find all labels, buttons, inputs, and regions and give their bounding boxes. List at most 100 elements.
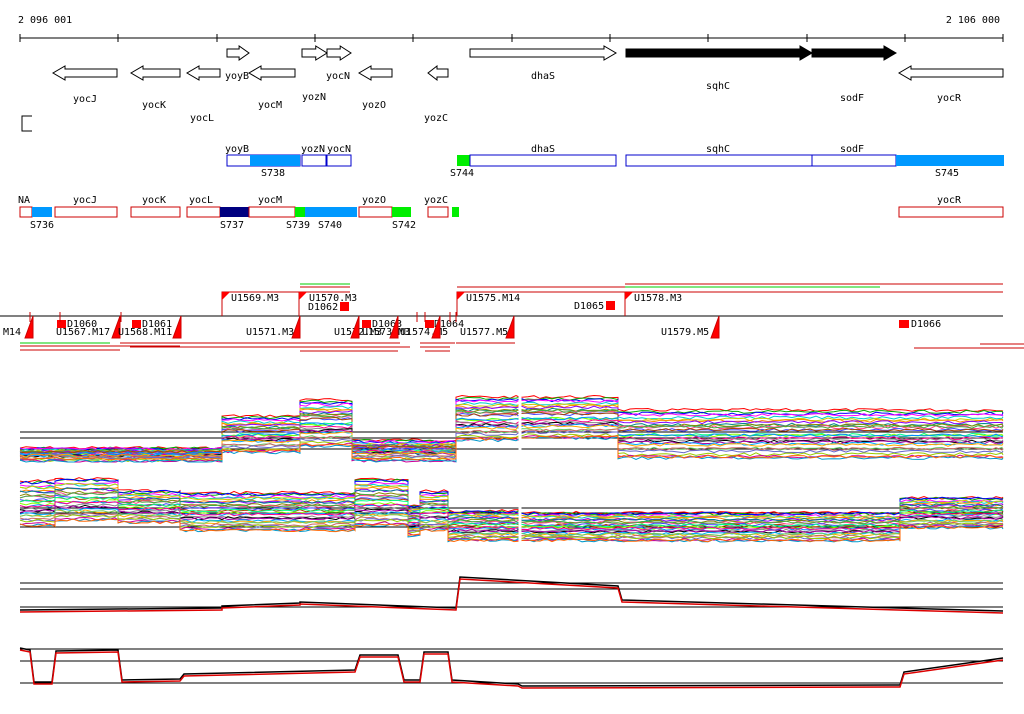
segment-fill-S736[interactable] xyxy=(32,207,52,217)
feature-flag-U1567.M17[interactable] xyxy=(111,315,121,339)
feature-D1060[interactable] xyxy=(57,320,66,328)
segment-fill-S745[interactable] xyxy=(896,155,1004,166)
segment-label-yoyB: yoyB xyxy=(225,144,249,155)
segment-fill-S739[interactable] xyxy=(295,207,305,217)
feature-D1066[interactable] xyxy=(899,320,909,328)
gene-arrow-yocN[interactable] xyxy=(326,45,352,61)
gene-label-yoyB: yoyB xyxy=(225,71,249,82)
segment-label-yocL: yocL xyxy=(189,195,213,206)
site-label-S739: S739 xyxy=(286,220,310,231)
expression-profile-line xyxy=(19,478,1004,516)
feature-label-M14: M14 xyxy=(3,327,21,338)
feature-flag-U1568.M11[interactable] xyxy=(172,315,182,339)
coordinate-ruler: 2 096 001 2 106 000 xyxy=(18,15,1004,42)
feature-label-U1570.M3: U1570.M3 xyxy=(309,293,357,304)
gene-label-yocN: yocN xyxy=(326,71,350,82)
segment-yocJ[interactable] xyxy=(54,206,118,218)
segment-yozC[interactable] xyxy=(427,206,449,218)
gene-arrow-yocR[interactable] xyxy=(898,65,1004,81)
feature-D1065[interactable] xyxy=(606,301,615,310)
feature-label-U1579.M5: U1579.M5 xyxy=(661,327,709,338)
feature-D1061[interactable] xyxy=(132,320,141,328)
gene-arrow-yocL[interactable] xyxy=(186,65,221,81)
feature-U1569.M3[interactable] xyxy=(221,291,300,316)
feature-label-D1064: D1064 xyxy=(434,319,464,330)
summary-line-red xyxy=(19,649,1004,689)
gene-arrow-yocK[interactable] xyxy=(130,65,181,81)
feature-flag-U1579.M5[interactable] xyxy=(710,315,720,339)
summary-line-red xyxy=(19,578,1004,614)
segment-NA[interactable] xyxy=(19,206,33,218)
feature-label-U1573.M3: U1573.M3 xyxy=(362,327,410,338)
segment-yocK[interactable] xyxy=(130,206,181,218)
gene-track: yocJ yocK yocL yoyB yocM yozN yocN yozO … xyxy=(21,45,1004,132)
segment-dhaS[interactable] xyxy=(469,154,617,167)
segment-yocR[interactable] xyxy=(898,206,1004,218)
site-label-S745: S745 xyxy=(935,168,959,179)
gene-arrow-yozN[interactable] xyxy=(301,45,328,61)
feature-label-D1060: D1060 xyxy=(67,319,97,330)
site-label-S738: S738 xyxy=(261,168,285,179)
segment-fill-green-small[interactable] xyxy=(452,207,459,217)
expression-profile-line xyxy=(19,505,1004,534)
feature-D1062[interactable] xyxy=(340,302,349,311)
gene-arrow-yozC[interactable] xyxy=(427,64,449,82)
segment-sqhC[interactable] xyxy=(625,154,813,167)
segment-label-dhaS: dhaS xyxy=(531,144,555,155)
segment-yozN[interactable] xyxy=(301,154,327,167)
gene-arrow-yoyB[interactable] xyxy=(226,45,250,61)
site-label-S740: S740 xyxy=(318,220,342,231)
segment-label-yozO: yozO xyxy=(362,195,386,206)
expression-profile-line xyxy=(19,513,1004,540)
feature-track: U1569.M3 U1570.M3 D1062 U1575.M14 D1065 … xyxy=(0,283,1024,352)
segment-label-NA: NA xyxy=(18,195,30,206)
gene-label-yocJ: yocJ xyxy=(73,94,97,105)
gene-label-yozN: yozN xyxy=(302,92,326,103)
end-coordinate: 2 106 000 xyxy=(946,15,1000,26)
expression-profile-line xyxy=(19,487,1004,522)
expression-profile-line xyxy=(19,398,1004,452)
gene-arrow-yocJ[interactable] xyxy=(52,65,118,81)
segment-fill-S737[interactable] xyxy=(220,207,249,217)
feature-flag-M14[interactable] xyxy=(24,315,34,339)
segment-label-sqhC: sqhC xyxy=(706,144,730,155)
segment-fill-S738[interactable] xyxy=(250,155,300,166)
feature-label-D1063: D1063 xyxy=(372,319,402,330)
start-coordinate: 2 096 001 xyxy=(18,15,72,26)
feature-label-U1578.M3: U1578.M3 xyxy=(634,293,682,304)
feature-D1064[interactable] xyxy=(425,320,434,328)
gene-label-yocR: yocR xyxy=(937,93,962,104)
feature-label-U1568.M11: U1568.M11 xyxy=(118,327,172,338)
expression-profile-line xyxy=(19,428,1004,460)
feature-label-D1061: D1061 xyxy=(142,319,172,330)
segment-yocL[interactable] xyxy=(186,206,221,218)
feature-U1570.M3[interactable] xyxy=(298,291,350,316)
segment-yozO[interactable] xyxy=(358,206,393,218)
segment-fill-S744[interactable] xyxy=(457,155,470,166)
gene-arrow-yozO[interactable] xyxy=(358,65,393,81)
expression-profile-line xyxy=(19,491,1004,525)
feature-U1578.M3[interactable] xyxy=(624,291,1003,316)
segment-yocM[interactable] xyxy=(248,206,296,218)
feature-flag-U1571.M3[interactable] xyxy=(291,315,301,339)
feature-label-U1575.M14: U1575.M14 xyxy=(466,293,520,304)
segment-sodF[interactable] xyxy=(811,154,897,167)
gene-arrow-dhaS[interactable] xyxy=(469,45,617,61)
gene-arrow-sodF[interactable] xyxy=(811,45,897,61)
expression-profile-line xyxy=(19,416,1004,456)
feature-flag-U1577.M5[interactable] xyxy=(505,315,515,339)
feature-flag-U1574.M5[interactable] xyxy=(431,315,441,339)
gene-label-yocM: yocM xyxy=(258,100,282,111)
gene-arrow-sqhC[interactable] xyxy=(625,45,813,61)
segment-fill-S742[interactable] xyxy=(392,207,411,217)
plus-strand-summary-panel xyxy=(19,576,1004,614)
feature-flag-U1572.M3[interactable] xyxy=(350,315,360,339)
feature-U1575.M14[interactable] xyxy=(456,291,625,316)
segment-fill-S740[interactable] xyxy=(305,207,357,217)
expression-profile-line xyxy=(19,518,1004,543)
feature-flag-U1573.M3[interactable] xyxy=(389,315,399,339)
gene-arrow-yocM[interactable] xyxy=(248,65,296,81)
segment-yocN[interactable] xyxy=(326,154,352,167)
feature-D1063[interactable] xyxy=(362,320,371,328)
